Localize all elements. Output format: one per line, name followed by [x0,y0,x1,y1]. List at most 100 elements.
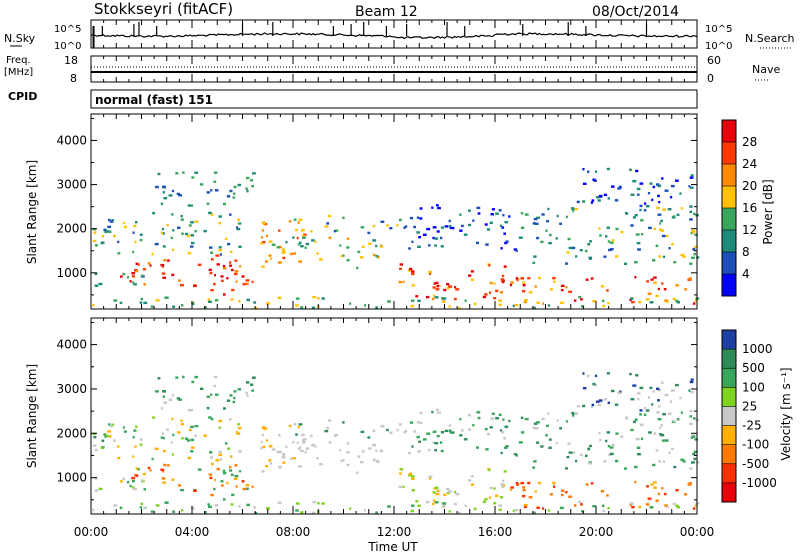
velocity-echo-cell [636,392,641,395]
power-echo-cell [429,272,432,275]
velocity-echo-cell [560,489,565,492]
velocity-echo-cell [222,472,227,475]
noise-spikes [92,22,648,48]
power-echo-cell [194,171,198,174]
power-echo-cell [547,207,550,211]
power-echo-cell [214,274,216,277]
velocity-echo-cell [268,459,272,462]
power-echo-cell [184,232,189,236]
power-echo-cell [162,185,166,188]
power-echo-cell [180,215,183,218]
velocity-echo-cell [666,505,669,509]
power-echo-cell [261,265,265,268]
power-echo-cell [442,300,446,303]
power-echo-cell [94,272,98,275]
velocity-echo-cell [432,441,435,444]
power-echo-cell [587,170,590,173]
velocity-echo-cell [410,504,415,507]
power-echo-cell [512,304,515,308]
velocity-echo-cell [200,387,204,390]
velocity-echo-cell [472,424,475,427]
time-tick-label: 12:00 [377,525,412,539]
power-echo-cell [670,184,675,188]
cpid-label: CPID [8,90,37,103]
velocity-echo-cell [223,498,226,501]
velocity-echo-cell [646,485,649,488]
power-echo-cell [624,262,627,265]
power-echo-cell [157,172,161,176]
velocity-echo-cell [504,446,508,449]
power-echo-cell [161,272,166,275]
velocity-echo-cell [191,380,195,384]
velocity-echo-cell [664,504,668,507]
power-echo-cell [436,285,439,288]
power-echo-cell [458,306,461,310]
velocity-echo-cell [140,479,144,482]
velocity-echo-cell [422,438,427,441]
velocity-echo-cell [498,504,502,507]
velocity-echo-cell [162,449,166,453]
power-echo-cell [585,278,589,281]
power-echo-cell [155,299,160,302]
power-echo-cell [211,258,214,261]
power-echo-cell [488,264,491,267]
velocity-echo-cell [411,477,415,480]
power-echo-cell [222,267,227,270]
power-echo-cell [361,245,365,248]
power-echo-cell [520,212,524,215]
power-echo-cell [108,230,112,233]
velocity-echo-cell [668,451,671,455]
power-echo-cell [434,281,439,285]
power-colorbar-tick-label: 8 [742,245,750,259]
velocity-echo-cell [149,469,152,472]
power-echo-cell [573,299,577,302]
velocity-echo-cell [653,432,656,435]
velocity-echo-cell [609,446,614,449]
power-echo-cell [328,236,332,240]
velocity-echo-cell [161,477,166,480]
power-echo-cell [150,305,154,308]
velocity-echo-cell [387,505,391,508]
power-echo-cell [387,300,391,303]
velocity-echo-cell [120,480,123,483]
power-echo-cell [520,277,525,280]
velocity-echo-cell [137,468,140,471]
velocity-echo-cell [513,453,517,456]
power-echo-cell [296,236,299,240]
velocity-echo-cell [649,506,654,509]
power-echo-cell [380,220,385,223]
power-echo-cell [657,287,660,291]
velocity-echo-cell [304,451,307,454]
velocity-echo-cell [187,408,192,412]
power-echo-cell [672,297,676,301]
velocity-echo-cell [688,482,692,485]
velocity-echo-cell [639,386,644,390]
velocity-echo-cell [504,425,509,428]
velocity-echo-cell [346,442,350,445]
velocity-echo-cell [434,449,437,452]
power-echo-cell [694,299,697,302]
velocity-echo-cell [671,447,674,451]
velocity-echo-cell [231,493,235,497]
power-echo-cell [515,249,518,252]
velocity-echo-cell [175,376,179,379]
velocity-echo-cell [218,426,221,429]
velocity-echo-cell [133,429,137,432]
velocity-echo-cell [548,446,552,449]
power-echo-cell [597,199,601,202]
power-echo-cell [410,299,415,302]
velocity-echo-cell [251,485,254,488]
power-echo-cell [266,234,268,237]
velocity-echo-cell [592,382,596,386]
velocity-echo-cell [488,496,492,499]
velocity-colorbar-swatch [722,444,736,465]
power-echo-cell [176,192,180,196]
power-echo-cell [162,232,165,235]
velocity-echo-cell [236,432,241,435]
velocity-echo-cell [139,443,143,446]
power-echo-cell [502,274,505,278]
velocity-echo-cell [271,448,276,451]
power-echo-cell [693,245,698,249]
power-echo-cell [576,200,580,204]
power-echo-cell [632,216,636,219]
